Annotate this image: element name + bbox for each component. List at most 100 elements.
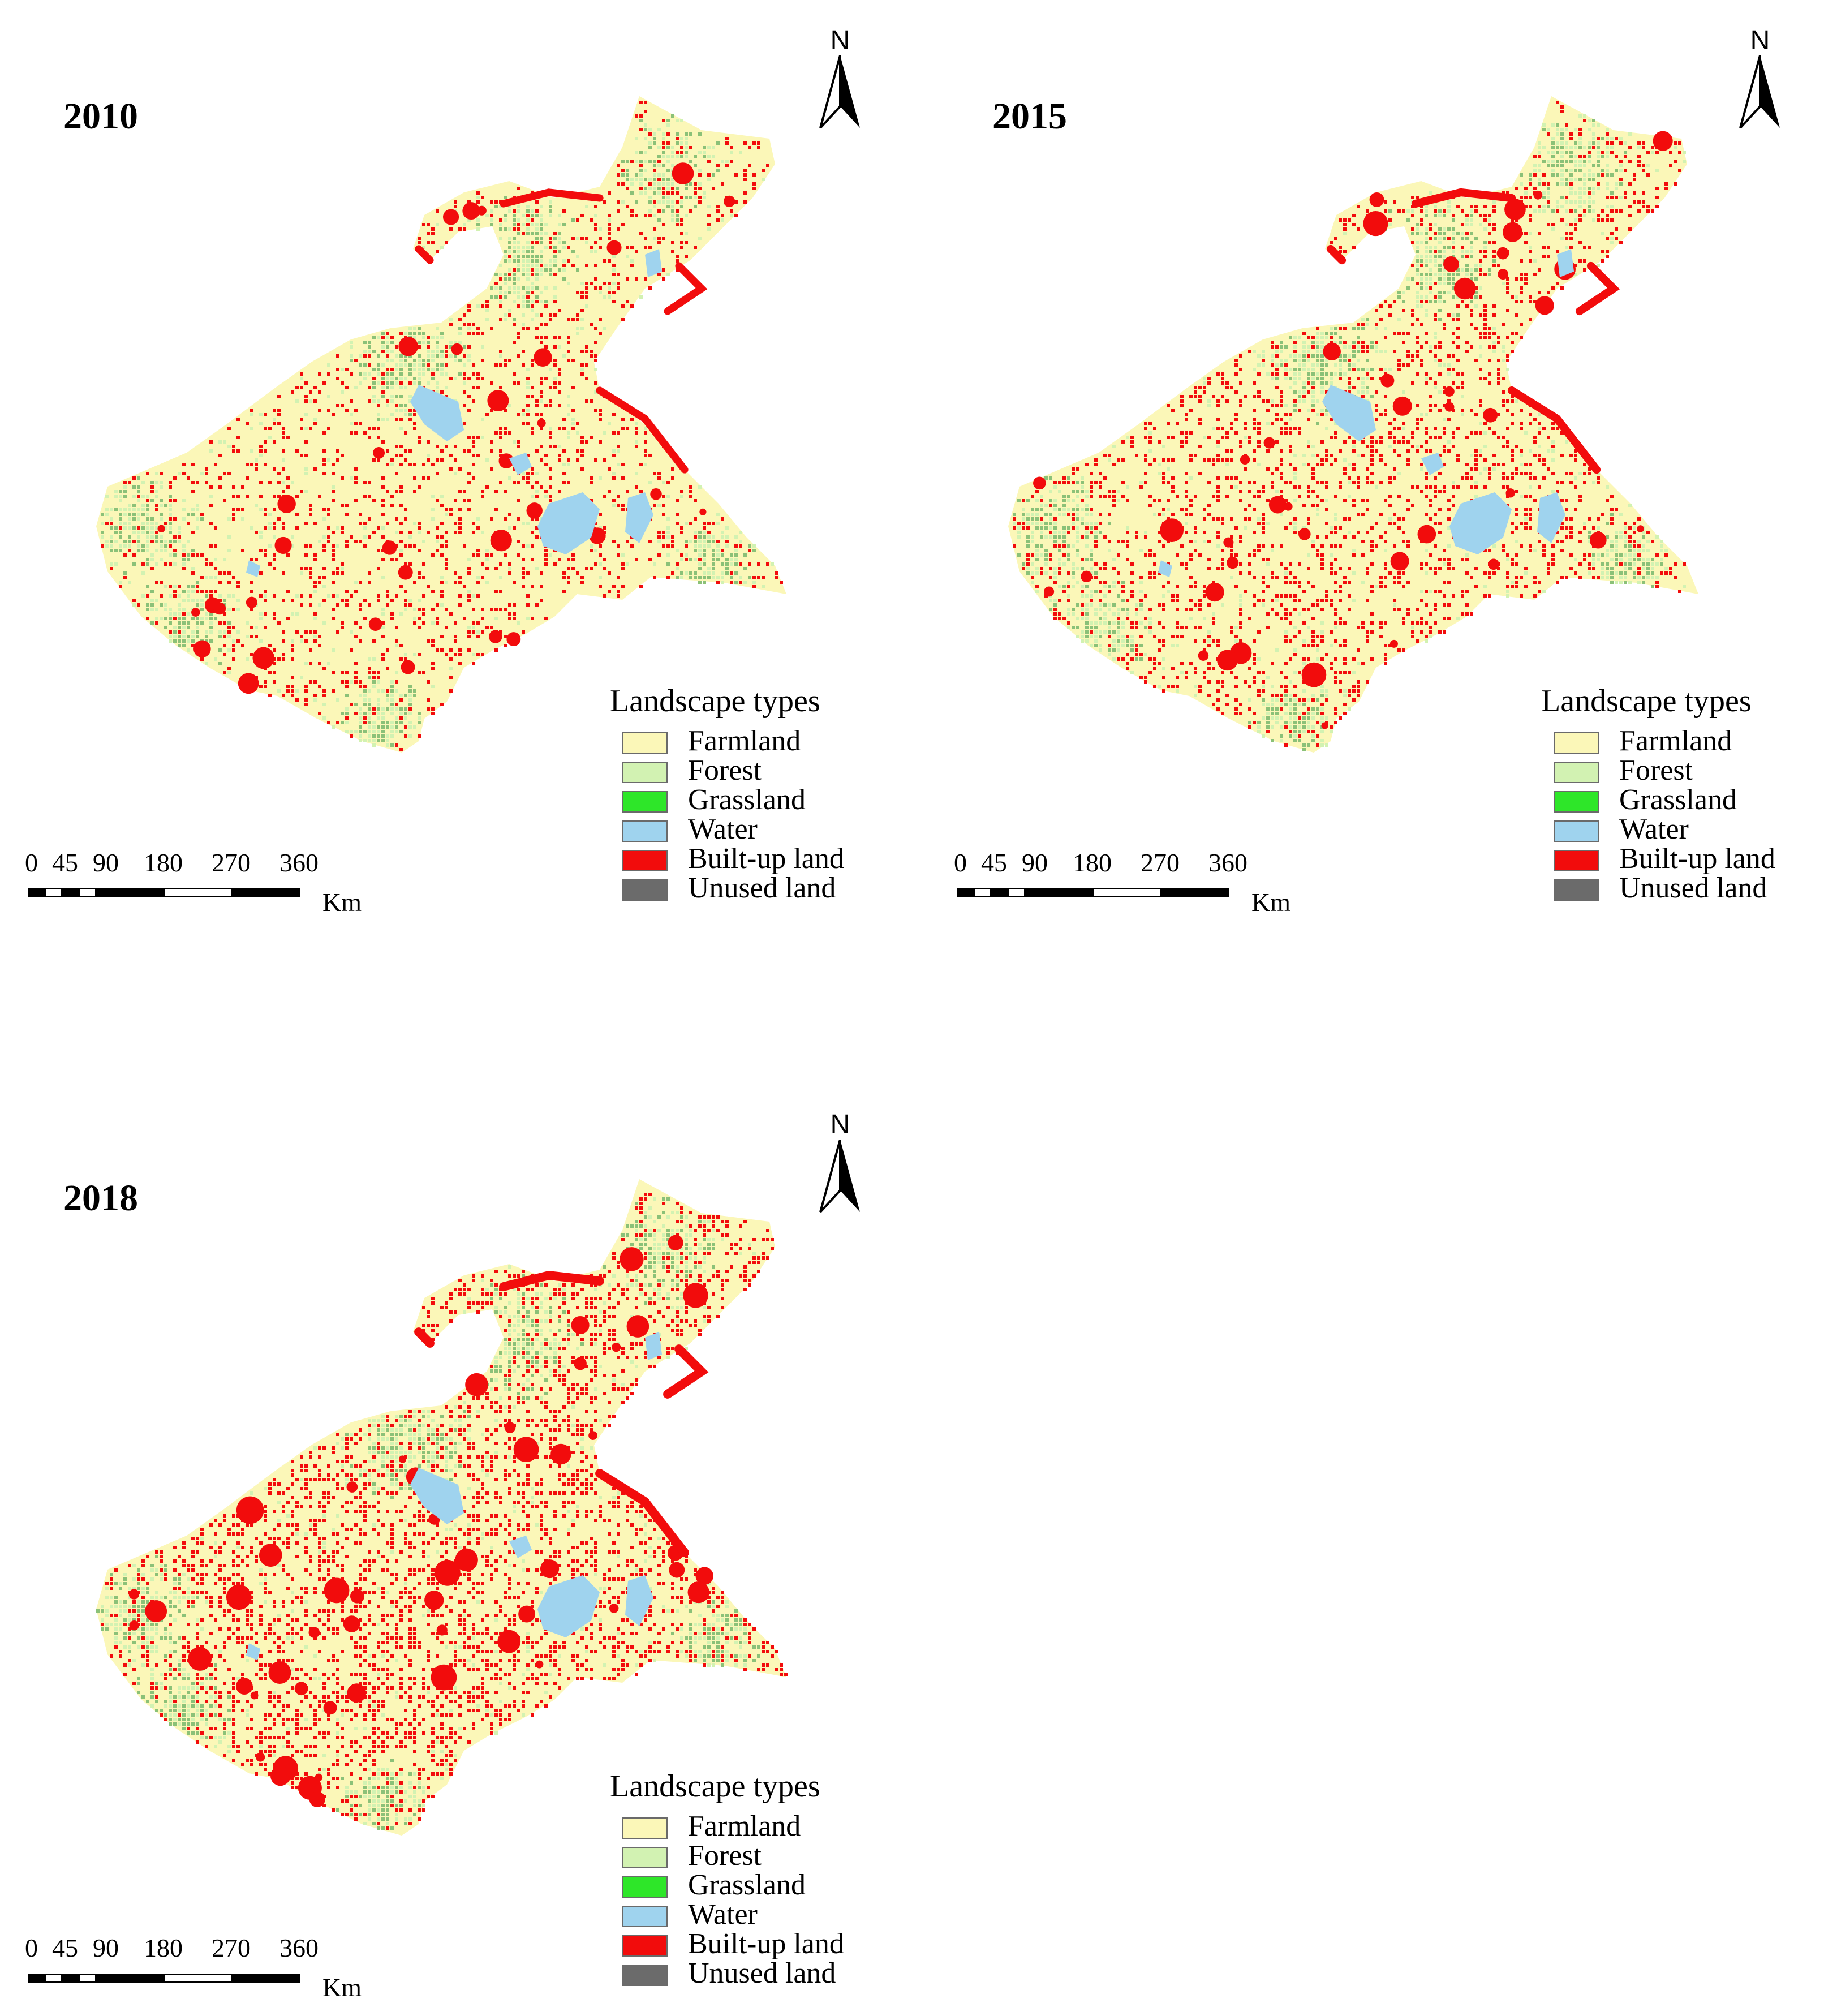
coastal-builtup-strip <box>1411 188 1516 208</box>
legend-label: Built-up land <box>688 842 844 875</box>
legend-item: Unused land <box>610 872 836 904</box>
water-body <box>537 1575 600 1637</box>
north-label: N <box>1750 25 1770 55</box>
scale-bar: 0 45 90 180 270 360 Km <box>25 848 390 917</box>
north-label: N <box>830 1110 850 1140</box>
scale-tick-label: 45 <box>52 1933 78 1962</box>
scale-segment <box>79 888 96 897</box>
legend: Landscape types Farmland Forest Grassland W… <box>1541 681 1775 904</box>
north-arrow: N <box>815 25 866 132</box>
scale-segment <box>164 888 232 897</box>
legend-label: Unused land <box>688 872 836 904</box>
legend-swatch <box>622 1965 668 1986</box>
scale-tick-label: 90 <box>93 1933 119 1962</box>
water-body <box>1421 453 1444 475</box>
water-body <box>625 492 653 543</box>
scale-segment <box>28 888 45 897</box>
scale-bar: 0 45 90 180 270 360 Km <box>954 848 1319 917</box>
water-body <box>410 385 464 441</box>
coastal-builtup-strip <box>596 386 689 474</box>
water-body <box>1158 560 1172 577</box>
scale-segment <box>28 1974 45 1983</box>
map-panel-2015: 2015 N Landscape types Farmland Forest Gra… <box>912 0 1824 1007</box>
legend-swatch <box>622 762 668 783</box>
landscape-map-2010 <box>96 96 786 753</box>
legend-label: Water <box>1619 813 1689 845</box>
legend-item: Forest <box>1541 754 1752 786</box>
legend-item: Built-up land <box>1541 842 1775 875</box>
legend-label: Grassland <box>1619 784 1737 816</box>
legend-item: Water <box>610 1898 820 1931</box>
scale-tick-label: 360 <box>279 848 319 877</box>
coastal-builtup-strip <box>415 245 434 264</box>
scale-tick-label: 90 <box>93 848 119 877</box>
landscape-map-2018 <box>96 1179 788 1836</box>
scale-tick-label: 360 <box>279 1933 319 1962</box>
legend-label: Built-up land <box>688 1928 844 1960</box>
scale-segment <box>62 888 79 897</box>
water-body <box>509 1536 532 1558</box>
scale-segment <box>1093 888 1161 897</box>
coastal-builtup-strip <box>1507 386 1601 474</box>
scale-segment <box>957 888 974 897</box>
scale-tick-label: 180 <box>144 1933 183 1962</box>
map-panel-2010: 2010 N Landscape types Farmland Forest Gra… <box>0 0 912 1007</box>
water-body <box>246 560 260 577</box>
legend-item: Forest <box>610 1839 820 1872</box>
scale-unit: Km <box>322 1973 362 2002</box>
legend-label: Farmland <box>1619 725 1732 757</box>
water-body <box>645 1332 662 1360</box>
legend-item: Water <box>610 813 820 845</box>
coastal-builtup-strip <box>664 262 708 315</box>
scale-segment <box>1025 888 1093 897</box>
coastal-builtup-strip <box>500 188 604 208</box>
water-body <box>625 1575 653 1626</box>
water-body <box>246 1643 260 1660</box>
scale-tick-label: 0 <box>954 848 967 877</box>
legend-swatch <box>622 1906 668 1927</box>
legend-swatch <box>1554 820 1599 842</box>
legend-title: Landscape types <box>1541 684 1752 719</box>
scale-segment <box>1161 888 1229 897</box>
legend-label: Water <box>688 813 758 845</box>
north-arrow-icon <box>819 1140 860 1213</box>
scale-segment <box>45 1974 62 1983</box>
legend-swatch <box>622 791 668 813</box>
legend-swatch <box>622 850 668 871</box>
scale-segment <box>96 1974 164 1983</box>
coastal-builtup-strip <box>663 1344 709 1399</box>
legend-label: Forest <box>688 1839 762 1872</box>
map-year-label: 2018 <box>63 1177 138 1219</box>
north-arrow: N <box>815 1109 866 1217</box>
water-body <box>1557 249 1574 277</box>
water-body <box>410 1468 464 1524</box>
legend-item: Farmland <box>610 1810 820 1842</box>
water-body <box>537 492 600 554</box>
legend-item: Grassland <box>1541 784 1752 816</box>
legend-item: Grassland <box>610 1869 820 1901</box>
scale-tick-label: 270 <box>212 848 251 877</box>
legend-item: Unused land <box>1541 872 1767 904</box>
legend-swatch <box>622 1817 668 1839</box>
scale-segment <box>45 888 62 897</box>
legend-item: Farmland <box>610 725 820 757</box>
legend-item: Built-up land <box>610 842 844 875</box>
legend-title: Landscape types <box>610 684 820 719</box>
legend-swatch <box>622 1847 668 1868</box>
landscape-map-2015 <box>1008 96 1698 753</box>
water-body <box>1322 385 1376 441</box>
legend-swatch <box>622 1876 668 1898</box>
scale-tick-label: 45 <box>981 848 1007 877</box>
legend: Landscape types Farmland Forest Grassland W… <box>610 681 844 904</box>
legend-label: Unused land <box>688 1957 836 1989</box>
legend-swatch <box>622 820 668 842</box>
scale-segment <box>96 888 164 897</box>
scale-tick-label: 360 <box>1208 848 1247 877</box>
north-label: N <box>830 25 850 55</box>
legend-label: Water <box>688 1898 758 1931</box>
scale-tick-label: 0 <box>25 848 38 877</box>
legend-title: Landscape types <box>610 1769 820 1804</box>
legend-label: Forest <box>1619 754 1693 786</box>
coastal-builtup-strip <box>499 1270 604 1291</box>
scale-tick-label: 180 <box>1073 848 1112 877</box>
